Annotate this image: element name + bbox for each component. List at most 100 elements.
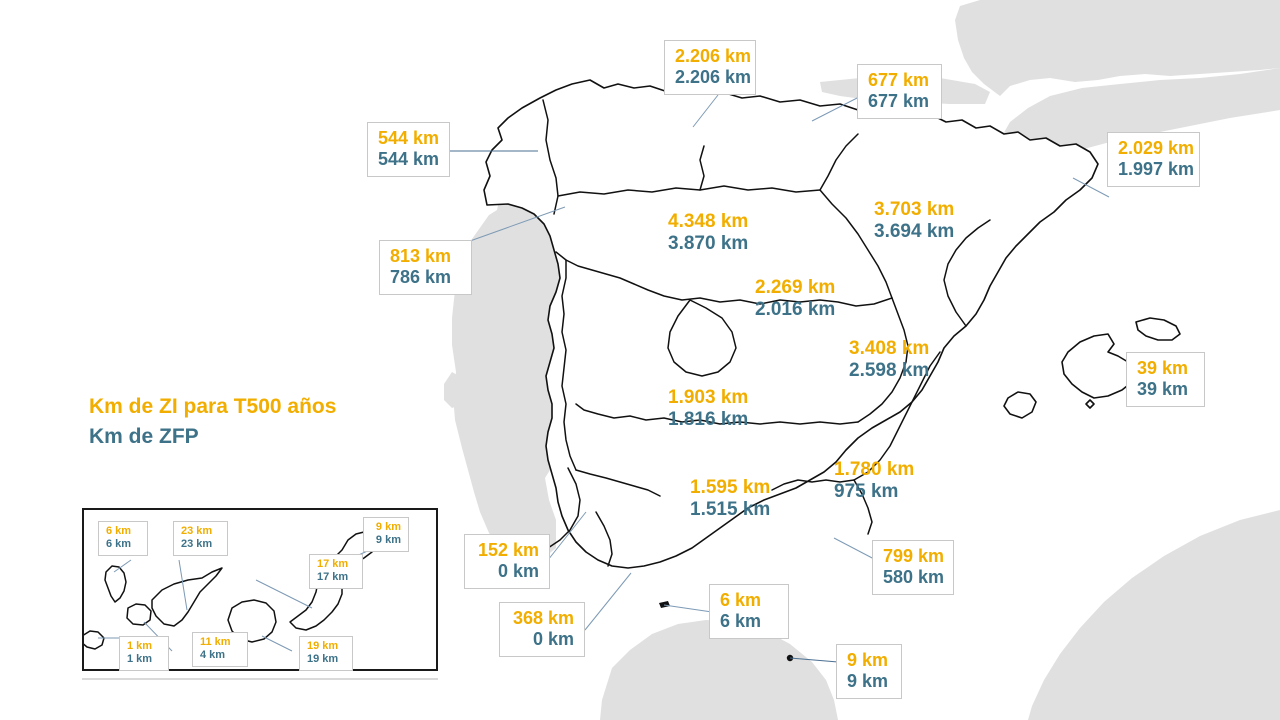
inset-callout-la-palma[interactable]: 6 km 6 km <box>98 521 148 557</box>
leader-gran-canaria <box>261 635 293 652</box>
mallorca-dot <box>1085 399 1095 409</box>
callout-asturias-zi: 2.206 km <box>675 46 752 66</box>
label-madrid-zfp: 2.016 km <box>755 299 836 321</box>
france-shape-2 <box>1002 68 1280 160</box>
callout-galicia[interactable]: 544 km 544 km <box>367 122 450 178</box>
tenerife-shape <box>151 567 223 627</box>
gran-canaria-shape <box>227 599 277 643</box>
callout-galicia-zi: 544 km <box>378 128 440 148</box>
leader-melilla <box>789 657 839 663</box>
callout-cadiz[interactable]: 368 km 0 km <box>499 602 585 658</box>
leader-la-palma <box>113 559 132 573</box>
callout-ceuta[interactable]: 6 km 6 km <box>709 584 789 640</box>
border-cantabria-pv <box>699 145 705 191</box>
callout-cantabria[interactable]: 677 km 677 km <box>857 64 942 120</box>
leader-ceuta <box>663 604 713 613</box>
callout-cadiz-zi: 368 km <box>512 608 574 628</box>
label-andalucia-zfp: 1.515 km <box>690 499 771 521</box>
leader-fuerteventura <box>255 579 313 609</box>
leader-tenerife <box>178 559 188 611</box>
inset-callout-la-gomera[interactable]: 11 km 4 km <box>192 632 248 668</box>
morocco-shape <box>600 620 838 720</box>
inset-la-palma-zfp: 6 km <box>106 538 132 551</box>
callout-baleares[interactable]: 39 km 39 km <box>1126 352 1205 408</box>
inset-callout-fuerteventura[interactable]: 17 km 17 km <box>309 554 363 590</box>
label-andalucia: 1.595 km 1.515 km <box>690 477 770 522</box>
callout-murcia[interactable]: 799 km 580 km <box>872 540 954 596</box>
label-madrid-zi: 2.269 km <box>755 277 836 298</box>
border-murcia-and <box>853 479 873 535</box>
callout-melilla-zfp: 9 km <box>847 671 889 692</box>
label-valencia-zi: 1.780 km <box>834 459 915 480</box>
callout-pais-vasco-zi: 2.029 km <box>1118 138 1195 158</box>
el-hierro-shape <box>84 630 105 650</box>
border-cyl-east <box>819 189 893 299</box>
menorca-shape <box>1135 317 1181 341</box>
border-valencia <box>853 351 941 481</box>
callout-asturias[interactable]: 2.206 km 2.206 km <box>664 40 756 96</box>
label-cataluna: 3.408 km 2.598 km <box>849 338 929 383</box>
border-aragon-cat <box>943 219 991 327</box>
inset-la-palma-zi: 6 km <box>106 525 132 537</box>
label-navarra-aragon: 3.703 km 3.694 km <box>874 199 954 244</box>
label-valencia-zfp: 975 km <box>834 481 899 503</box>
inset-lanzarote-zfp: 9 km <box>375 534 401 547</box>
inset-la-gomera-zi: 11 km <box>200 636 231 648</box>
border-cyl-south <box>555 251 893 307</box>
enclave-markers <box>659 601 794 662</box>
legend-label-zi: Km de ZI para T500 años <box>89 395 337 418</box>
label-valencia: 1.780 km 975 km <box>834 459 914 504</box>
spain-outline <box>483 79 1099 569</box>
inset-fuerteventura-zfp: 17 km <box>317 571 349 584</box>
callout-extremadura[interactable]: 813 km 786 km <box>379 240 472 296</box>
callout-extremadura-zi: 813 km <box>390 246 452 266</box>
inset-gran-canaria-zi: 19 km <box>307 640 339 652</box>
border-huelva <box>547 467 581 549</box>
label-navarra-aragon-zi: 3.703 km <box>874 199 955 220</box>
inset-callout-gran-canaria[interactable]: 19 km 19 km <box>299 636 353 672</box>
inset-fuerteventura-zi: 17 km <box>317 558 349 570</box>
inset-lanzarote-zi: 9 km <box>375 521 401 533</box>
inset-callout-tenerife[interactable]: 23 km 23 km <box>173 521 228 557</box>
border-asturias-cantabria <box>557 185 821 197</box>
la-palma-shape <box>104 565 127 603</box>
la-gomera-shape <box>126 603 152 626</box>
inset-gran-canaria-zfp: 19 km <box>307 653 339 666</box>
legend-label-zfp: Km de ZFP <box>89 425 199 449</box>
callout-huelva-zi: 152 km <box>477 540 539 560</box>
callout-asturias-zfp: 2.206 km <box>675 67 752 88</box>
leader-pais-vasco <box>1072 177 1110 198</box>
callout-cantabria-zi: 677 km <box>868 70 930 90</box>
france-shape <box>955 0 1280 96</box>
callout-huelva-zfp: 0 km <box>497 561 539 582</box>
border-pv-navarra <box>819 133 859 191</box>
callout-baleares-zi: 39 km <box>1137 358 1189 378</box>
label-navarra-aragon-zfp: 3.694 km <box>874 221 955 243</box>
leader-murcia <box>833 537 877 561</box>
border-andalucia-w <box>575 469 661 497</box>
border-clm-south <box>575 403 859 425</box>
label-castilla-y-leon-zi: 4.348 km <box>668 211 749 232</box>
inset-tenerife-zi: 23 km <box>181 525 213 537</box>
label-madrid: 2.269 km 2.016 km <box>755 277 835 322</box>
ibiza-shape <box>1003 391 1037 419</box>
callout-pais-vasco[interactable]: 2.029 km 1.997 km <box>1107 132 1200 188</box>
inset-callout-el-hierro[interactable]: 1 km 1 km <box>119 636 169 672</box>
label-castilla-la-mancha: 1.903 km 1.816 km <box>668 387 748 432</box>
ceuta-marker <box>659 601 670 608</box>
callout-cantabria-zfp: 677 km <box>868 91 930 112</box>
callout-melilla[interactable]: 9 km 9 km <box>836 644 902 700</box>
label-cataluna-zfp: 2.598 km <box>849 360 930 382</box>
callout-ceuta-zi: 6 km <box>720 590 762 610</box>
inset-callout-lanzarote[interactable]: 9 km 9 km <box>363 517 409 553</box>
leader-extremadura <box>469 206 566 242</box>
legend: Km de ZI para T500 años Km de ZFP <box>89 392 336 453</box>
callout-huelva[interactable]: 152 km 0 km <box>464 534 550 590</box>
balearic-islands <box>1003 317 1181 419</box>
leader-cadiz <box>584 572 632 631</box>
label-castilla-la-mancha-zi: 1.903 km <box>668 387 749 408</box>
leader-lines <box>450 94 1110 663</box>
border-clm-east <box>857 297 909 423</box>
label-castilla-la-mancha-zfp: 1.816 km <box>668 409 749 431</box>
